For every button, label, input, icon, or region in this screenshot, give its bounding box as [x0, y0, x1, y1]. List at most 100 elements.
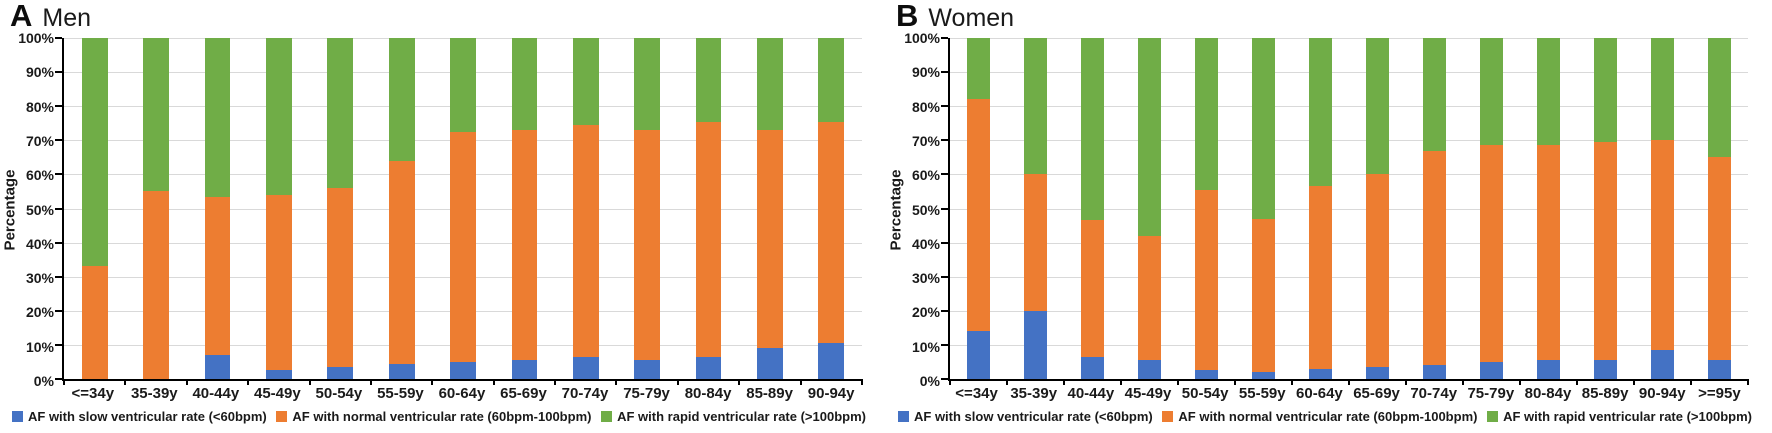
- x-tick-label: 90-94y: [807, 385, 855, 402]
- panel-men: A Men Percentage 100% 90% 80% 70% 60% 50% 40% 3…: [2, 0, 866, 424]
- panel-title-women: B Women: [896, 0, 1014, 33]
- x-tick-label: 90-94y: [1638, 385, 1686, 402]
- bar-segment-slow: [388, 363, 415, 379]
- bar-column-<=34y: [64, 38, 125, 379]
- y-axis-tick-labels: 100% 90% 80% 70% 60% 50% 40% 30% 20% 10% 0%: [886, 30, 940, 389]
- stacked-bar: [81, 38, 108, 379]
- bar-segment-slow: [572, 356, 599, 379]
- legend-label: AF with rapid ventricular rate (>100bpm): [1503, 409, 1752, 424]
- x-tick-label: 40-44y: [1067, 385, 1115, 402]
- y-tick: [55, 173, 62, 176]
- bar-segment-rapid: [327, 38, 354, 189]
- bar-column-45-49y: [248, 38, 309, 379]
- x-tick: [1348, 379, 1350, 385]
- bar-column-65-69y: [1349, 38, 1406, 379]
- x-tick-label: 60-64y: [1296, 385, 1343, 402]
- x-tick: [1405, 379, 1407, 385]
- stacked-bar: [1707, 38, 1732, 379]
- stacked-bar: [1650, 38, 1675, 379]
- y-tick: [941, 343, 948, 346]
- y-tick: [941, 378, 948, 380]
- x-tick: [369, 379, 372, 385]
- y-tick-label: 0%: [33, 373, 54, 389]
- y-tick-label: 100%: [904, 30, 940, 46]
- bar-column-60-64y: [432, 38, 493, 379]
- x-tick: [1633, 379, 1635, 385]
- bar-column-45-49y: [1121, 38, 1178, 379]
- x-tick: [1576, 379, 1578, 385]
- bar-segment-normal: [1023, 174, 1048, 311]
- bar-column-65-69y: [494, 38, 555, 379]
- bar-segment-rapid: [388, 38, 415, 161]
- x-tick-label: 80-84y: [1524, 385, 1572, 402]
- x-tick: [492, 379, 495, 385]
- legend: AF with slow ventricular rate (<60bpm) AF…: [12, 409, 866, 424]
- y-tick: [941, 207, 948, 210]
- x-tick: [949, 379, 951, 385]
- panel-letter: A: [10, 0, 33, 33]
- bar-segment-slow: [1422, 365, 1447, 379]
- stacked-bar: [818, 38, 845, 379]
- stacked-bar: [1137, 38, 1162, 379]
- bar-group: [950, 38, 1748, 379]
- legend-marker-rapid-icon: [601, 411, 613, 422]
- legend: AF with slow ventricular rate (<60bpm) AF…: [898, 409, 1752, 424]
- gridline: [950, 174, 1748, 176]
- x-tick-label: <=34y: [955, 385, 998, 402]
- y-tick: [941, 71, 948, 74]
- stacked-bar: [634, 38, 661, 379]
- x-tick: [1747, 379, 1749, 385]
- y-tick: [55, 105, 62, 108]
- bar-segment-normal: [1308, 186, 1333, 369]
- bar-segment-rapid: [143, 38, 169, 192]
- x-tick: [124, 379, 127, 385]
- bar-segment-rapid: [572, 38, 599, 125]
- bar-segment-rapid: [1308, 38, 1333, 187]
- bar-column-75-79y: [617, 38, 678, 379]
- bar-segment-normal: [1080, 220, 1105, 357]
- y-tick: [55, 207, 62, 210]
- plot-area: [941, 37, 1749, 385]
- bar-column-85-89y: [739, 38, 800, 379]
- y-tick-label: 60%: [911, 167, 940, 184]
- x-tick: [308, 379, 311, 385]
- bar-segment-rapid: [265, 38, 292, 195]
- x-axis-tick-labels: <=34y 35-39y 40-44y 45-49y 50-54y 55-59y 60-64…: [62, 385, 862, 402]
- x-tick: [1234, 379, 1236, 385]
- x-tick-label: 60-64y: [438, 385, 486, 402]
- x-tick: [63, 379, 65, 385]
- bar-segment-rapid: [1365, 38, 1390, 175]
- y-tick: [55, 37, 62, 39]
- bar-segment-normal: [1422, 150, 1447, 366]
- bar-segment-rapid: [1593, 38, 1618, 143]
- bar-segment-normal: [388, 160, 415, 364]
- gridline: [950, 208, 1748, 210]
- bar-segment-normal: [1479, 145, 1504, 362]
- bar-segment-rapid: [1536, 38, 1561, 146]
- y-tick-label: 70%: [911, 132, 940, 149]
- bar-segment-slow: [1650, 350, 1675, 379]
- bar-segment-rapid: [966, 38, 991, 100]
- x-tick: [676, 379, 679, 385]
- bar-column-55-59y: [371, 38, 432, 379]
- bar-segment-slow: [1080, 356, 1105, 379]
- x-tick: [738, 379, 741, 385]
- x-tick: [185, 379, 188, 385]
- bar-column-35-39y: [125, 38, 186, 379]
- y-tick-label: 80%: [911, 98, 940, 115]
- bar-segment-normal: [1593, 142, 1618, 361]
- bar-column->=95y: [1691, 38, 1748, 379]
- x-tick: [247, 379, 250, 385]
- bar-column-<=34y: [950, 38, 1007, 379]
- bar-segment-rapid: [450, 38, 476, 132]
- gridline: [950, 276, 1748, 278]
- x-axis-tick-labels: <=34y 35-39y 40-44y 45-49y 50-54y 55-59y 60-64…: [948, 385, 1748, 402]
- x-tick-label: 35-39y: [130, 385, 178, 402]
- legend-marker-slow-icon: [12, 411, 23, 422]
- y-tick-label: 20%: [911, 304, 940, 321]
- bar-column-50-54y: [310, 38, 371, 379]
- bar-segment-normal: [1194, 189, 1219, 371]
- gridline: [950, 38, 1748, 39]
- bar-segment-slow: [265, 370, 292, 379]
- y-tick: [55, 139, 62, 142]
